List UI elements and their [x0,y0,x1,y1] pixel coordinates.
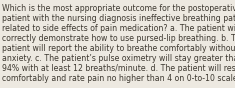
Text: Which is the most appropriate outcome for the postoperative: Which is the most appropriate outcome fo… [2,4,235,12]
Text: patient will report the ability to breathe comfortably without: patient will report the ability to breat… [2,44,235,53]
Text: comfortably and rate pain no higher than 4 on 0-to-10 scale.: comfortably and rate pain no higher than… [2,74,235,83]
Text: anxiety. c. The patient’s pulse oximetry will stay greater than: anxiety. c. The patient’s pulse oximetry… [2,54,235,63]
Text: patient with the nursing diagnosis ineffective breathing pattern: patient with the nursing diagnosis ineff… [2,14,235,23]
Text: 94% with at least 12 breaths/minute. d. The patient will rest: 94% with at least 12 breaths/minute. d. … [2,64,235,73]
Text: correctly demonstrate how to use pursed-lip breathing. b. The: correctly demonstrate how to use pursed-… [2,34,235,43]
Text: related to side effects of pain medication? a. The patient will: related to side effects of pain medicati… [2,24,235,33]
